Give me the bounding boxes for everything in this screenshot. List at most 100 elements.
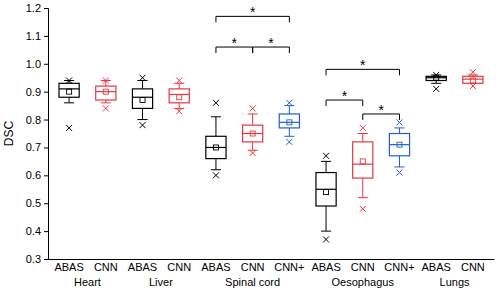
- min-marker: [396, 170, 402, 176]
- median: [463, 79, 483, 80]
- box-body: [59, 83, 79, 97]
- whisker-low: [326, 206, 327, 231]
- whisker-cap: [137, 119, 147, 120]
- y-tick-mark: [44, 92, 48, 93]
- whisker-cap: [431, 83, 441, 84]
- y-tick: 0.7: [26, 141, 48, 153]
- whisker-low: [362, 178, 363, 198]
- median: [96, 91, 116, 92]
- min-marker: [176, 108, 182, 114]
- y-tick-mark: [44, 203, 48, 204]
- whisker-high: [252, 114, 253, 125]
- x-tick-label: ABAS: [311, 261, 340, 273]
- x-tick: CNN+: [384, 259, 414, 273]
- mean: [397, 142, 402, 147]
- min-marker: [286, 139, 292, 145]
- box: [389, 119, 409, 175]
- max-marker: [323, 153, 329, 159]
- whisker-cap: [101, 102, 111, 103]
- y-tick-mark: [44, 120, 48, 121]
- y-tick: 0.8: [26, 114, 48, 126]
- box-body: [463, 76, 483, 83]
- whisker-low: [399, 156, 400, 167]
- mean: [324, 190, 329, 195]
- whisker-cap: [284, 105, 294, 106]
- significance: ******: [216, 4, 400, 120]
- max-marker: [66, 78, 72, 84]
- x-tick-label: CNN: [94, 261, 118, 273]
- max-marker: [103, 78, 109, 84]
- y-tick-mark: [44, 147, 48, 148]
- box-body: [389, 134, 409, 156]
- y-tick-label: 0.3: [26, 253, 41, 265]
- y-tick: 1.1: [26, 30, 48, 42]
- x-tick: CNN: [461, 259, 485, 273]
- y-tick: 1.0: [26, 58, 48, 70]
- significance-label: *: [232, 35, 238, 51]
- y-axis: 0.30.40.50.60.70.80.91.01.11.2: [26, 2, 49, 265]
- x-tick-label: ABAS: [422, 261, 451, 273]
- whisker-cap: [248, 150, 258, 151]
- x-tick: CNN: [94, 259, 118, 273]
- box: [206, 100, 226, 179]
- min-marker: [470, 83, 476, 89]
- y-tick: 0.3: [26, 253, 48, 265]
- x-tick-label: ABAS: [128, 261, 157, 273]
- group-label: Lungs: [440, 276, 470, 288]
- median: [243, 133, 263, 134]
- box: [243, 105, 263, 156]
- chart: 0.30.40.50.60.70.80.91.01.11.2DSCABASCNN…: [0, 0, 500, 290]
- whisker-high: [215, 117, 216, 137]
- mean: [177, 95, 182, 100]
- box: [279, 100, 299, 145]
- y-tick-mark: [44, 36, 48, 37]
- box-body: [279, 114, 299, 128]
- y-tick-mark: [44, 231, 48, 232]
- box-body: [353, 142, 373, 178]
- whisker-cap: [211, 169, 221, 170]
- min-marker: [103, 105, 109, 111]
- box-body: [316, 173, 336, 206]
- mean: [67, 89, 72, 94]
- x-tick: ABAS: [201, 259, 230, 273]
- max-marker: [286, 100, 292, 106]
- mean: [103, 89, 108, 94]
- y-tick-label: 0.5: [26, 197, 41, 209]
- box-body: [243, 125, 263, 142]
- whisker-cap: [211, 116, 221, 117]
- y-tick-label: 1.2: [26, 2, 41, 14]
- whisker-cap: [321, 231, 331, 232]
- min-marker: [213, 172, 219, 178]
- mean: [360, 159, 365, 164]
- y-tick-label: 0.9: [26, 86, 41, 98]
- median: [389, 144, 409, 145]
- whisker-cap: [174, 83, 184, 84]
- y-tick-label: 0.6: [26, 169, 41, 181]
- box-body: [132, 89, 152, 109]
- x-tick-label: CNN+: [384, 261, 414, 273]
- whisker-cap: [394, 127, 404, 128]
- min-marker: [140, 122, 146, 128]
- plot-area: [59, 69, 483, 242]
- max-marker: [176, 78, 182, 84]
- whisker-high: [362, 134, 363, 142]
- y-tick-label: 1.1: [26, 30, 41, 42]
- box: [353, 125, 373, 212]
- box: [426, 72, 446, 92]
- y-tick-label: 0.7: [26, 141, 41, 153]
- whisker-low: [69, 97, 70, 103]
- max-marker: [433, 72, 439, 78]
- significance-label: *: [360, 57, 366, 73]
- whisker-cap: [394, 166, 404, 167]
- group-label: Liver: [149, 276, 173, 288]
- y-tick: 0.9: [26, 86, 48, 98]
- x-tick: CNN: [167, 259, 191, 273]
- max-marker: [213, 100, 219, 106]
- x-tick: CNN: [241, 259, 265, 273]
- x-tick: ABAS: [422, 259, 451, 273]
- mean: [250, 131, 255, 136]
- y-axis-line: [44, 9, 49, 260]
- box: [316, 153, 336, 243]
- y-tick-mark: [44, 259, 48, 260]
- box: [463, 69, 483, 89]
